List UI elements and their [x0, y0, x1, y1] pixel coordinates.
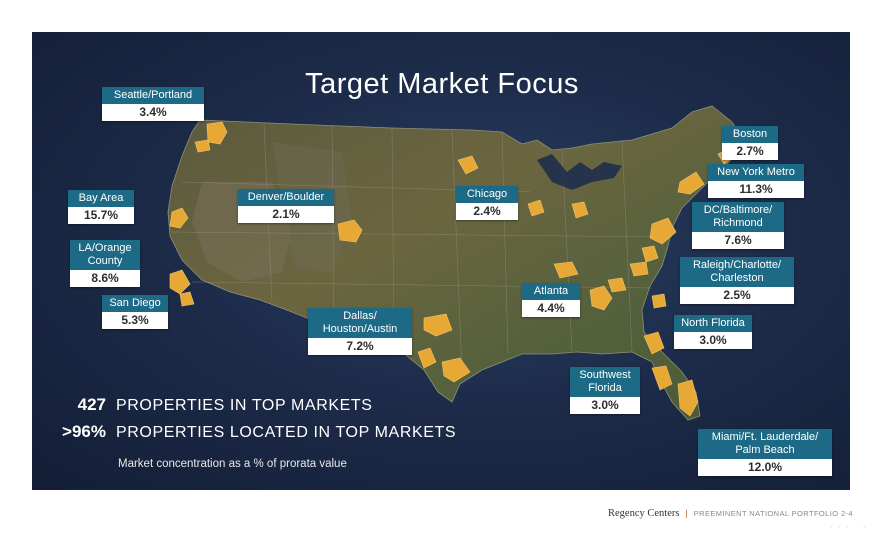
market-midwest-3: [553, 261, 579, 279]
market-charlotte: [607, 277, 627, 293]
market-regions: [169, 121, 733, 417]
market-pct: 4.4%: [522, 300, 580, 317]
market-pct: 2.7%: [722, 143, 778, 160]
market-houston: [441, 357, 471, 383]
market-pct: 5.3%: [102, 312, 168, 329]
market-city: Denver/Boulder: [238, 189, 334, 206]
market-midwest-2: [571, 201, 589, 219]
market-city: DC/Baltimore/ Richmond: [692, 202, 784, 232]
market-atlanta: [589, 285, 613, 311]
footer-separator: |: [685, 508, 688, 518]
footnote: Market concentration as a % of prorata v…: [118, 458, 347, 470]
market-pct: 3.0%: [570, 397, 640, 414]
label-san-diego: San Diego 5.3%: [102, 295, 168, 329]
market-city: Boston: [722, 126, 778, 143]
label-atlanta: Atlanta 4.4%: [522, 283, 580, 317]
page-title: Target Market Focus: [305, 68, 579, 100]
label-miami: Miami/Ft. Lauderdale/ Palm Beach 12.0%: [698, 429, 832, 476]
market-miami: [677, 379, 699, 417]
stat-percentage: >96% PROPERTIES LOCATED IN TOP MARKETS: [32, 422, 456, 442]
market-city: Miami/Ft. Lauderdale/ Palm Beach: [698, 429, 832, 459]
label-dallas: Dallas/ Houston/Austin 7.2%: [308, 308, 412, 355]
market-charleston: [651, 293, 667, 309]
market-new-york: [677, 171, 705, 195]
market-pct: 2.4%: [456, 203, 518, 220]
label-dc: DC/Baltimore/ Richmond 7.6%: [692, 202, 784, 249]
market-city: North Florida: [674, 315, 752, 332]
market-pct: 7.2%: [308, 338, 412, 355]
label-new-york: New York Metro 11.3%: [708, 164, 804, 198]
market-portland: [194, 139, 211, 153]
market-pct: 15.7%: [68, 207, 134, 224]
market-pct: 7.6%: [692, 232, 784, 249]
market-city: Bay Area: [68, 190, 134, 207]
stat-text: PROPERTIES IN TOP MARKETS: [116, 397, 373, 414]
market-raleigh: [629, 261, 649, 277]
label-southwest-florida: Southwest Florida 3.0%: [570, 367, 640, 414]
market-la: [169, 269, 191, 295]
label-chicago: Chicago 2.4%: [456, 186, 518, 220]
market-san-diego: [179, 291, 195, 307]
label-north-florida: North Florida 3.0%: [674, 315, 752, 349]
market-seattle: [206, 121, 228, 145]
label-seattle: Seattle/Portland 3.4%: [102, 87, 204, 121]
market-pct: 11.3%: [708, 181, 804, 198]
market-city: Southwest Florida: [570, 367, 640, 397]
market-richmond: [641, 245, 659, 263]
us-map: [167, 105, 745, 421]
market-city: Chicago: [456, 186, 518, 203]
footer-subtitle: PREEMINENT NATIONAL PORTFOLIO 2-4: [693, 509, 853, 518]
label-denver: Denver/Boulder 2.1%: [238, 189, 334, 223]
label-bay-area: Bay Area 15.7%: [68, 190, 134, 224]
market-north-florida: [643, 331, 665, 355]
market-city: Seattle/Portland: [102, 87, 204, 104]
market-city: New York Metro: [708, 164, 804, 181]
market-city: Raleigh/Charlotte/ Charleston: [680, 257, 794, 287]
stat-properties: 427 PROPERTIES IN TOP MARKETS: [32, 395, 373, 415]
market-city: San Diego: [102, 295, 168, 312]
market-pct: 8.6%: [70, 270, 140, 287]
brand-name: Regency Centers: [608, 508, 680, 519]
market-denver: [337, 219, 363, 243]
stat-text: PROPERTIES LOCATED IN TOP MARKETS: [116, 424, 457, 441]
market-pct: 3.4%: [102, 104, 204, 121]
market-pct: 3.0%: [674, 332, 752, 349]
footer: Regency Centers | PREEMINENT NATIONAL PORT…: [608, 508, 853, 519]
stat-number: >96%: [62, 422, 106, 441]
market-city: Atlanta: [522, 283, 580, 300]
stat-number: 427: [77, 395, 106, 414]
market-dallas: [423, 313, 453, 337]
page-indicator-icon: · · · · ·: [830, 524, 868, 531]
market-city: Dallas/ Houston/Austin: [308, 308, 412, 338]
label-boston: Boston 2.7%: [722, 126, 778, 160]
market-city: LA/Orange County: [70, 240, 140, 270]
label-raleigh: Raleigh/Charlotte/ Charleston 2.5%: [680, 257, 794, 304]
great-lakes: [537, 154, 622, 190]
market-chicago: [457, 155, 479, 175]
market-bay-area: [169, 207, 189, 229]
market-austin: [417, 347, 437, 369]
market-pct: 12.0%: [698, 459, 832, 476]
slide: Target Market Focus Seattle/Portland 3.4…: [32, 32, 850, 490]
market-midwest-1: [527, 199, 545, 217]
market-pct: 2.1%: [238, 206, 334, 223]
market-pct: 2.5%: [680, 287, 794, 304]
usa-landmass: [167, 105, 745, 421]
market-dc: [649, 217, 677, 245]
market-sw-florida: [651, 365, 673, 391]
label-la: LA/Orange County 8.6%: [70, 240, 140, 287]
